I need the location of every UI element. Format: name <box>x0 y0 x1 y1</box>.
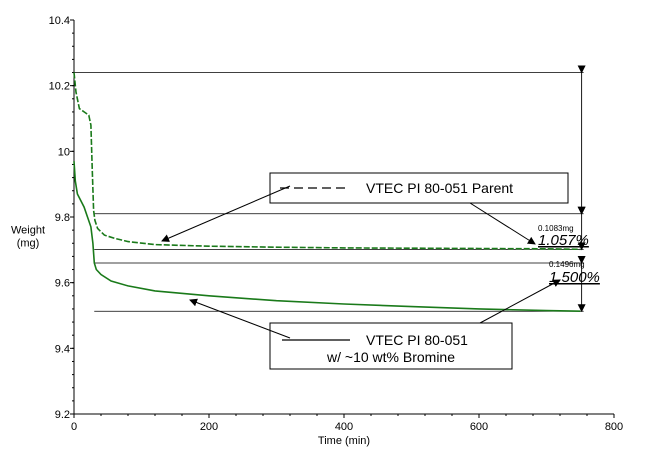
legend-box-parent <box>269 172 569 204</box>
annotation-parent-mg: 0.1083mg <box>538 224 574 233</box>
legend-label-bromine: VTEC PI 80-051 <box>366 332 468 348</box>
y-tick-label: 9.6 <box>55 278 70 290</box>
y-tick-label: 10 <box>58 146 70 158</box>
legend-box-bromine <box>269 322 513 370</box>
annotation-parent-pct: 1.057% <box>538 232 589 249</box>
axes: 9.2 9.4 9.6 9.8 10 10.2 10.4 0 200 400 600 800 Time … <box>11 15 623 447</box>
legend-arrow-parent-right <box>469 202 536 245</box>
y-tick-label: 9.2 <box>55 409 70 421</box>
x-axis-label: Time (min) <box>318 435 370 447</box>
series-line-bromine <box>73 161 581 312</box>
x-tick-label: 200 <box>200 421 218 433</box>
legend-arrow-parent-left <box>161 185 291 242</box>
y-tick-label: 10.2 <box>49 81 70 93</box>
y-tick-label: 10.4 <box>49 15 70 27</box>
legend-arrow-bromine-left <box>189 298 291 339</box>
annotation-bromine-mg: 0.1496mg <box>549 260 585 269</box>
legend-label-bromine-line2: w/ ~10 wt% Bromine <box>326 349 455 365</box>
x-tick-label: 0 <box>71 421 77 433</box>
series-group <box>73 72 581 312</box>
y-axis-unit: (mg) <box>17 237 40 249</box>
y-tick-label: 9.8 <box>55 212 70 224</box>
y-axis-label: Weight <box>11 224 45 236</box>
x-tick-label: 600 <box>470 421 488 433</box>
legend-label-parent: VTEC PI 80-051 Parent <box>366 180 513 196</box>
x-tick-label: 400 <box>335 421 353 433</box>
annotation-bromine-pct: 1.500% <box>549 269 600 286</box>
legend-arrow-bromine-right <box>479 279 561 324</box>
series-line-parent <box>73 72 581 251</box>
y-tick-label: 9.4 <box>55 343 70 355</box>
x-tick-label: 800 <box>605 421 623 433</box>
